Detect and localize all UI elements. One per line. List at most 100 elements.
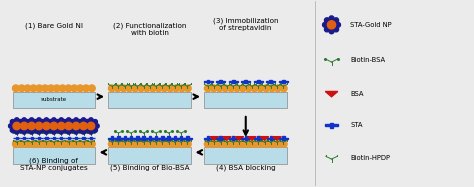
Bar xyxy=(75,137,77,140)
Ellipse shape xyxy=(31,124,35,128)
Bar xyxy=(270,136,272,140)
Bar xyxy=(152,138,160,139)
Ellipse shape xyxy=(63,119,68,124)
Ellipse shape xyxy=(234,85,240,92)
Bar xyxy=(186,136,189,140)
Polygon shape xyxy=(325,91,338,97)
Ellipse shape xyxy=(54,141,60,147)
Bar xyxy=(232,80,235,83)
Ellipse shape xyxy=(179,85,185,92)
Ellipse shape xyxy=(210,141,217,147)
Ellipse shape xyxy=(56,128,60,132)
Ellipse shape xyxy=(89,141,95,147)
Ellipse shape xyxy=(50,122,58,130)
Ellipse shape xyxy=(34,128,38,132)
Text: (4) BSA blocking: (4) BSA blocking xyxy=(216,165,275,171)
Ellipse shape xyxy=(246,85,252,92)
Ellipse shape xyxy=(28,122,36,130)
Ellipse shape xyxy=(71,119,75,124)
Ellipse shape xyxy=(10,128,15,132)
Polygon shape xyxy=(260,137,269,140)
Bar xyxy=(257,80,260,83)
Bar xyxy=(279,81,288,82)
Ellipse shape xyxy=(52,118,56,122)
Ellipse shape xyxy=(36,141,43,147)
Ellipse shape xyxy=(65,141,72,147)
Text: (6) Binding of
STA-NP conjugates: (6) Binding of STA-NP conjugates xyxy=(20,158,88,171)
Ellipse shape xyxy=(114,85,121,92)
Bar xyxy=(219,136,222,140)
Ellipse shape xyxy=(22,130,27,134)
Bar xyxy=(219,80,222,83)
Ellipse shape xyxy=(251,85,258,92)
Ellipse shape xyxy=(328,21,336,29)
Ellipse shape xyxy=(167,85,173,92)
Ellipse shape xyxy=(334,18,338,23)
Ellipse shape xyxy=(55,128,59,132)
Bar xyxy=(282,136,284,140)
Bar xyxy=(114,138,123,139)
Ellipse shape xyxy=(62,119,67,124)
Polygon shape xyxy=(223,137,231,140)
Ellipse shape xyxy=(47,119,52,124)
Bar xyxy=(12,92,95,108)
Ellipse shape xyxy=(85,128,90,132)
Bar xyxy=(142,136,145,140)
Polygon shape xyxy=(235,137,244,140)
Ellipse shape xyxy=(59,118,64,122)
Bar xyxy=(266,81,275,82)
Bar xyxy=(120,138,129,139)
Ellipse shape xyxy=(53,124,57,128)
Ellipse shape xyxy=(132,141,138,147)
Ellipse shape xyxy=(59,130,64,134)
Ellipse shape xyxy=(132,85,138,92)
Bar xyxy=(38,137,40,140)
Ellipse shape xyxy=(222,85,228,92)
Ellipse shape xyxy=(71,85,78,92)
Bar xyxy=(229,138,237,139)
Ellipse shape xyxy=(144,141,150,147)
Ellipse shape xyxy=(173,85,180,92)
Ellipse shape xyxy=(47,128,52,132)
Bar xyxy=(282,80,285,83)
Bar xyxy=(148,136,151,140)
Text: (5) Binding of Bio-BSA: (5) Binding of Bio-BSA xyxy=(110,165,190,171)
Bar xyxy=(217,138,225,139)
Ellipse shape xyxy=(37,118,41,122)
Ellipse shape xyxy=(95,124,99,128)
Text: (2) Functionalization
with biotin: (2) Functionalization with biotin xyxy=(113,23,186,36)
Bar xyxy=(108,138,117,139)
Ellipse shape xyxy=(77,141,83,147)
Ellipse shape xyxy=(44,118,49,122)
Ellipse shape xyxy=(10,119,15,124)
Text: Biotin-HPDP: Biotin-HPDP xyxy=(350,155,391,161)
Ellipse shape xyxy=(93,128,98,132)
Bar xyxy=(232,136,235,140)
Ellipse shape xyxy=(13,122,20,130)
Ellipse shape xyxy=(84,128,89,132)
Ellipse shape xyxy=(161,141,168,147)
Ellipse shape xyxy=(16,124,20,128)
Ellipse shape xyxy=(114,141,121,147)
Bar xyxy=(241,81,250,82)
Polygon shape xyxy=(210,137,219,140)
Ellipse shape xyxy=(109,85,115,92)
Ellipse shape xyxy=(77,119,82,124)
Ellipse shape xyxy=(71,141,78,147)
Ellipse shape xyxy=(26,128,31,132)
Ellipse shape xyxy=(12,141,19,147)
Ellipse shape xyxy=(336,22,340,27)
Bar xyxy=(12,147,95,164)
Ellipse shape xyxy=(48,128,53,132)
Bar xyxy=(90,137,92,140)
Ellipse shape xyxy=(167,141,173,147)
Ellipse shape xyxy=(137,85,145,92)
Ellipse shape xyxy=(120,85,127,92)
Ellipse shape xyxy=(47,141,55,147)
Ellipse shape xyxy=(42,85,48,92)
Bar xyxy=(53,137,55,140)
Bar xyxy=(146,138,154,139)
Bar xyxy=(111,136,113,140)
Ellipse shape xyxy=(89,85,95,92)
Ellipse shape xyxy=(28,124,32,128)
